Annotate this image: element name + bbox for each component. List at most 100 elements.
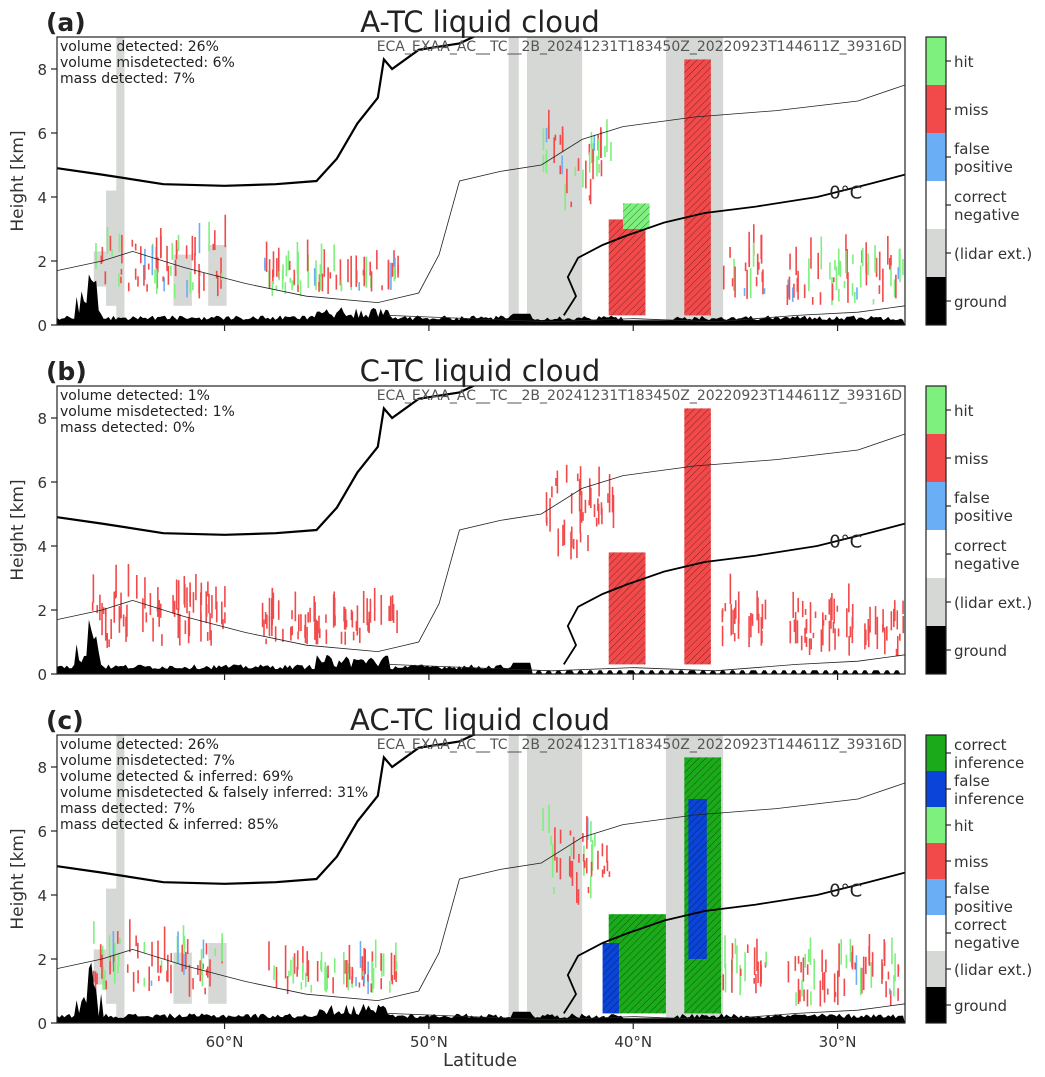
- cloud-streak: [92, 574, 95, 603]
- cloud-streak: [351, 976, 353, 984]
- cloud-streak: [590, 487, 592, 509]
- lower-thin-line: [387, 305, 905, 323]
- cloud-streak: [137, 970, 139, 984]
- cloud-streak: [272, 592, 275, 619]
- cloud-streak: [551, 486, 553, 498]
- legend-label: inference: [954, 790, 1024, 808]
- cloud-streak: [290, 959, 292, 976]
- cloud-streak: [302, 946, 304, 973]
- orbit-id: ECA_EXAA_AC__TC__2B_20241231T183450Z_202…: [377, 39, 902, 55]
- cloud-streak: [545, 128, 548, 143]
- cloud-streak: [146, 284, 148, 292]
- cloud-streak: [755, 974, 757, 994]
- legend-label: correct: [954, 537, 1007, 555]
- cloud-streak: [580, 491, 583, 523]
- legend-label: hit: [954, 53, 974, 71]
- cloud-streak: [578, 853, 580, 863]
- y-tick-label: 8: [37, 61, 47, 79]
- cloud-streak: [803, 284, 806, 299]
- legend-label: correct: [954, 188, 1007, 206]
- cloud-streak: [268, 259, 271, 289]
- cloud-streak: [113, 591, 116, 623]
- cloud-streak: [582, 854, 585, 862]
- cloud-streak: [176, 249, 178, 255]
- cloud-streak: [597, 503, 600, 525]
- cloud-streak: [550, 835, 552, 846]
- cloud-streak: [800, 962, 802, 973]
- cloud-streak: [851, 603, 854, 629]
- cloud-streak: [292, 956, 295, 984]
- cloud-streak: [548, 804, 550, 834]
- cloud-streak: [380, 978, 383, 990]
- legend-label: false: [954, 489, 990, 507]
- cloud-streak: [731, 278, 734, 287]
- cloud-streak: [890, 255, 892, 266]
- cloud-streak: [220, 272, 223, 281]
- cloud-streak: [393, 250, 395, 276]
- cloud-streak: [733, 258, 735, 291]
- cloud-streak: [764, 599, 767, 620]
- cloud-streak: [838, 288, 840, 302]
- cloud-streak: [149, 593, 152, 615]
- cloud-streak: [852, 254, 854, 264]
- cloud-streak: [344, 631, 347, 645]
- cloud-streak: [835, 266, 838, 291]
- cloud-streak: [794, 956, 797, 971]
- cloud-streak: [315, 260, 317, 290]
- cloud-streak: [374, 939, 377, 968]
- cloud-streak: [145, 612, 148, 623]
- cloud-streak: [729, 573, 732, 605]
- cloud-streak: [177, 234, 180, 251]
- cloud-streak: [845, 234, 847, 265]
- cloud-streak: [895, 274, 897, 299]
- cloud-streak: [142, 598, 144, 632]
- cloud-streak: [277, 247, 280, 278]
- cloud-streak: [559, 858, 562, 880]
- cloud-streak: [590, 131, 593, 149]
- cloud-streak: [889, 257, 891, 270]
- cloud-region-hatch: [684, 408, 711, 665]
- cloud-streak: [192, 978, 194, 990]
- cloud-streak: [557, 528, 560, 557]
- cloud-streak: [159, 965, 162, 974]
- cloud-streak: [876, 616, 879, 650]
- cloud-region-hatch: [608, 552, 646, 665]
- cloud-streak: [367, 622, 369, 632]
- cloud-streak: [224, 586, 226, 608]
- cloud-streak: [542, 154, 545, 172]
- cloud-streak: [582, 512, 584, 521]
- stat-line: volume detected: 1%: [60, 388, 210, 404]
- cloud-streak: [365, 271, 367, 284]
- cloud-streak: [112, 955, 115, 972]
- cloud-streak: [593, 134, 596, 151]
- cloud-streak: [786, 284, 789, 306]
- cloud-streak: [845, 954, 848, 969]
- cloud-streak: [183, 935, 186, 953]
- cloud-streak: [183, 576, 186, 605]
- cloud-streak: [814, 611, 817, 618]
- cloud-streak: [198, 264, 200, 294]
- x-tick-label: 40°N: [614, 1033, 652, 1051]
- cloud-streak: [144, 577, 146, 609]
- cloud-streak: [127, 282, 130, 292]
- legend-label: false: [954, 772, 990, 790]
- cloud-streak: [897, 988, 899, 1001]
- cloud-streak: [610, 141, 612, 161]
- cloud-streak: [393, 954, 396, 980]
- cloud-streak: [158, 600, 160, 627]
- cloud-streak: [721, 608, 724, 617]
- cloud-streak: [582, 169, 584, 188]
- legend-swatch: [926, 735, 946, 771]
- cloud-streak: [181, 944, 184, 972]
- cloud-streak: [325, 614, 327, 623]
- cloud-streak: [902, 615, 905, 634]
- cloud-streak: [185, 245, 188, 259]
- cloud-streak: [737, 618, 740, 639]
- cloud-streak: [355, 255, 358, 287]
- cloud-streak: [370, 271, 373, 292]
- legend-swatch: [926, 434, 946, 482]
- legend-swatch: [926, 578, 946, 626]
- cloud-streak: [137, 276, 139, 287]
- cloud-streak: [371, 961, 374, 993]
